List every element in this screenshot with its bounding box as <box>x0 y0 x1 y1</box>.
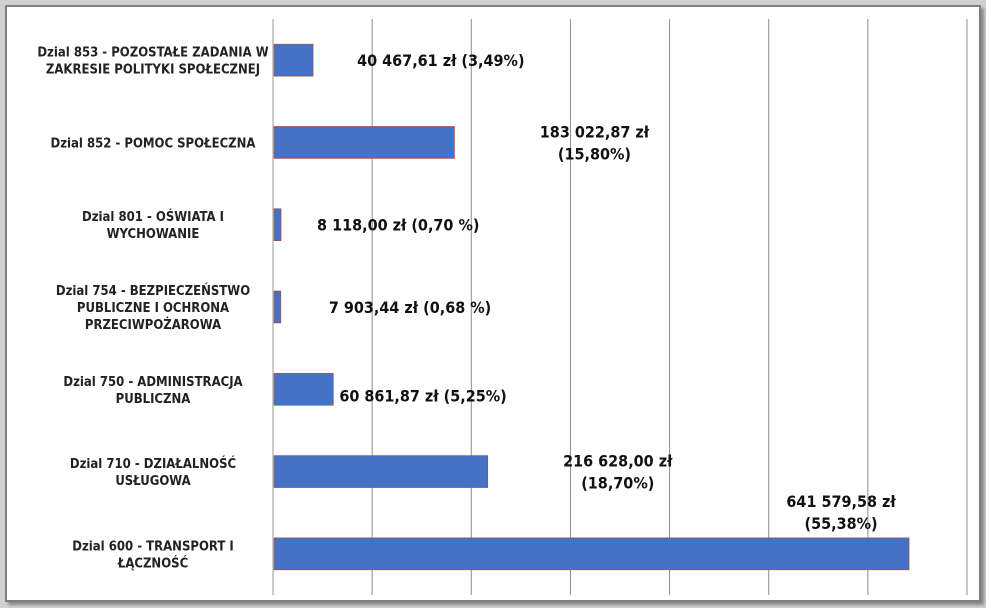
bar <box>273 126 455 159</box>
data-label-line: 7 903,44 zł (0,68 %) <box>329 298 491 317</box>
data-label: 40 467,61 zł (3,49%) <box>357 51 524 70</box>
data-label: 641 579,58 zł (55,38%) <box>786 492 896 533</box>
category-label: Dzial 750 - ADMINISTRACJA PUBLICZNA <box>63 375 242 407</box>
category-label-line: Dzial 750 - ADMINISTRACJA <box>63 375 242 390</box>
bar <box>273 537 910 571</box>
category-label-line: Dzial 852 - POMOC SPOŁECZNA <box>51 136 256 151</box>
data-label: 216 628,00 zł (18,70%) <box>563 452 673 493</box>
category-labels: Dzial 853 - POZOSTAŁE ZADANIA W ZAKRESIE … <box>37 46 268 572</box>
data-label: 8 118,00 zł (0,70 %) <box>317 216 479 235</box>
data-label-line: 40 467,61 zł (3,49%) <box>357 51 524 70</box>
category-label: Dzial 801 - OŚWIATA I WYCHOWANIE <box>82 209 224 242</box>
data-label-line: (55,38%) <box>805 514 878 533</box>
category-label-line: PRZECIWPOŻAROWA <box>85 317 221 333</box>
category-label-line: Dzial 801 - OŚWIATA I <box>82 209 224 225</box>
bar <box>273 43 314 77</box>
horizontal-bar-chart: Dzial 853 - POZOSTAŁE ZADANIA W ZAKRESIE … <box>37 19 968 595</box>
bar <box>273 208 282 242</box>
category-label: Dzial 852 - POMOC SPOŁECZNA <box>51 136 256 151</box>
category-label-line: PUBLICZNA <box>116 392 191 407</box>
bar <box>273 290 282 324</box>
category-label: Dzial 600 - TRANSPORT I ŁĄCZNOŚĆ <box>72 539 233 571</box>
category-label-line: USŁUGOWA <box>115 474 190 489</box>
chart-frame: Dzial 853 - POZOSTAŁE ZADANIA W ZAKRESIE … <box>5 5 981 602</box>
data-label-line: 641 579,58 zł <box>786 492 896 511</box>
data-label-line: 60 861,87 zł (5,25%) <box>339 386 506 405</box>
data-label-line: 8 118,00 zł (0,70 %) <box>317 216 479 235</box>
category-label-line: Dzial 710 - DZIAŁALNOŚĆ <box>70 456 236 472</box>
bars <box>273 43 910 571</box>
data-label-line: 183 022,87 zł <box>540 122 650 141</box>
data-label-line: 216 628,00 zł <box>563 452 673 471</box>
category-label-line: ŁĄCZNOŚĆ <box>117 555 188 571</box>
category-label-line: WYCHOWANIE <box>107 227 200 242</box>
category-label: Dzial 754 - BEZPIECZEŃSTWO PUBLICZNE I OC… <box>56 283 250 333</box>
data-label-line: (15,80%) <box>558 144 631 163</box>
category-label-line: PUBLICZNE I OCHRONA <box>77 301 229 316</box>
category-label: Dzial 710 - DZIAŁALNOŚĆ USŁUGOWA <box>70 456 236 489</box>
data-label: 60 861,87 zł (5,25%) <box>339 386 506 405</box>
bar <box>273 372 334 406</box>
category-label: Dzial 853 - POZOSTAŁE ZADANIA W ZAKRESIE … <box>37 46 268 78</box>
gridlines <box>371 19 968 595</box>
data-label: 7 903,44 zł (0,68 %) <box>329 298 491 317</box>
category-label-line: Dzial 754 - BEZPIECZEŃSTWO <box>56 283 250 299</box>
data-label: 183 022,87 zł (15,80%) <box>540 122 650 163</box>
category-label-line: Dzial 600 - TRANSPORT I <box>72 539 233 554</box>
category-label-line: ZAKRESIE POLITYKI SPOŁECZNEJ <box>46 63 260 78</box>
bar <box>273 455 489 488</box>
data-label-line: (18,70%) <box>581 474 654 493</box>
value-labels: 40 467,61 zł (3,49%) 183 022,87 zł (15,80%… <box>317 51 896 533</box>
category-label-line: Dzial 853 - POZOSTAŁE ZADANIA W <box>37 46 268 61</box>
